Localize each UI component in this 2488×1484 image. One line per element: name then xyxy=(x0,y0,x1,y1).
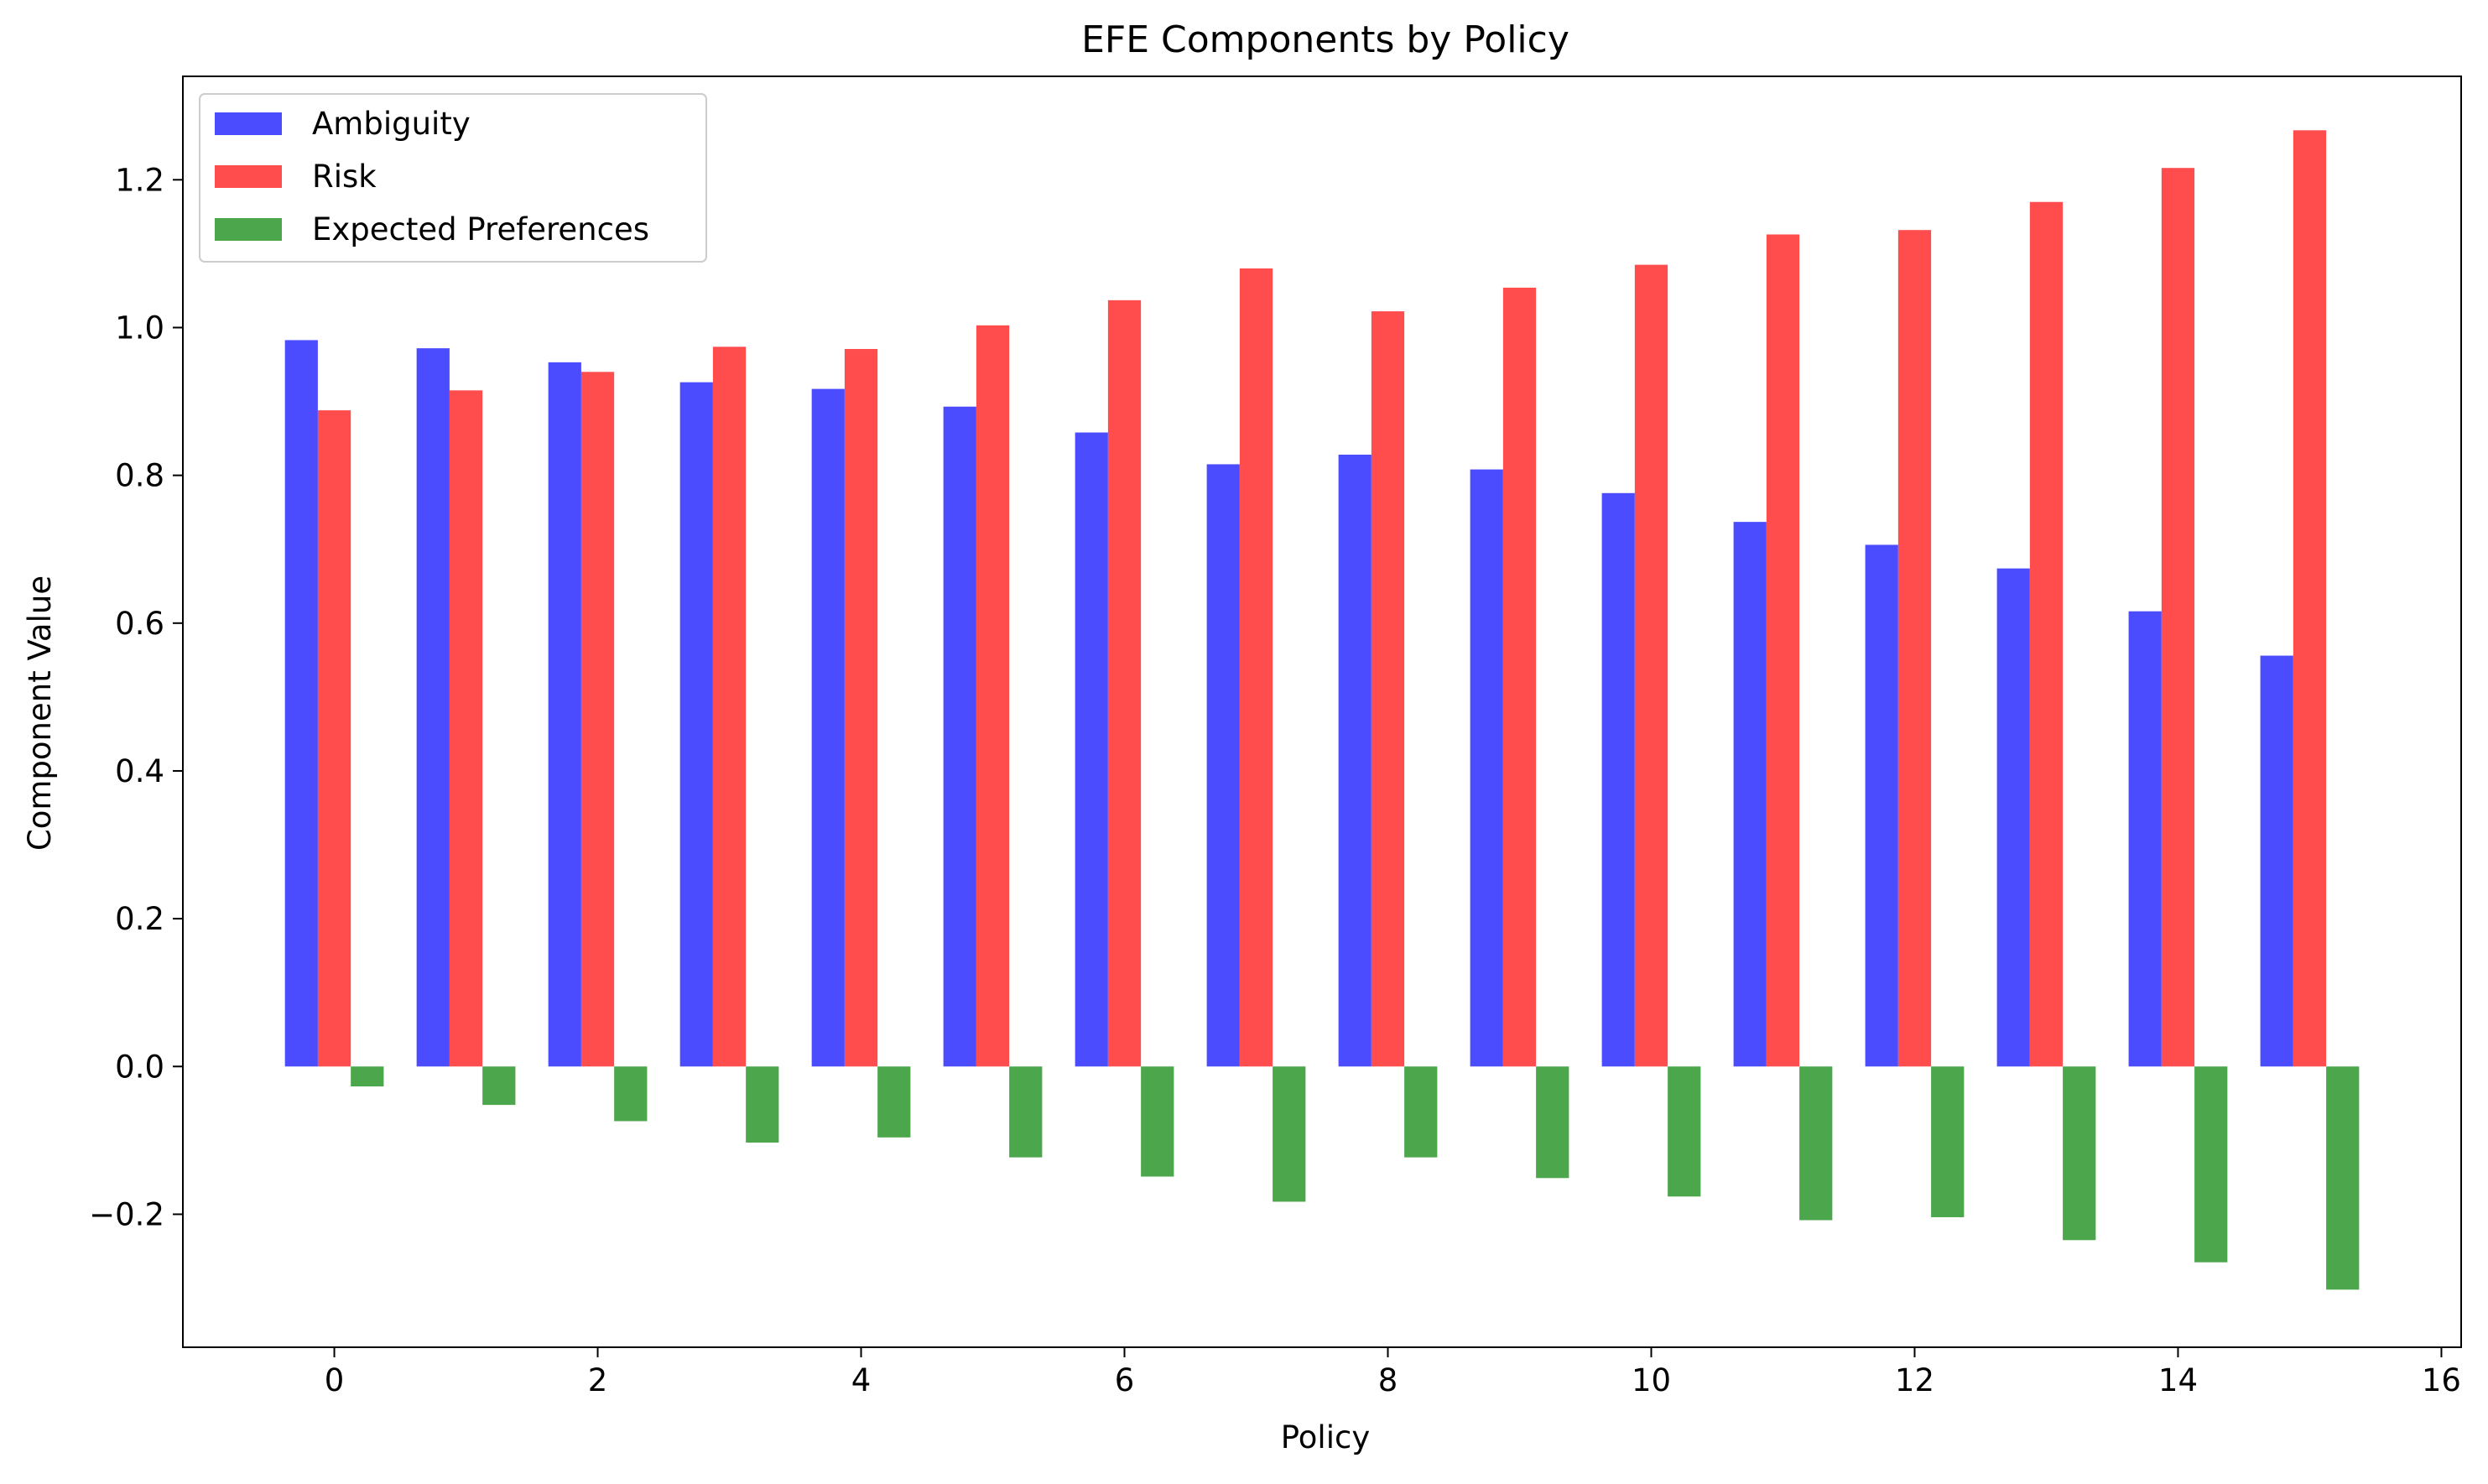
x-tick-label: 2 xyxy=(588,1362,608,1398)
x-tick-label: 14 xyxy=(2158,1362,2198,1398)
bar-risk-1 xyxy=(449,390,483,1067)
bar-risk-6 xyxy=(1107,299,1142,1067)
x-tick-label: 4 xyxy=(851,1362,872,1398)
bar-ambiguity-15 xyxy=(2260,655,2293,1067)
y-tick-label: 0.0 xyxy=(115,1049,164,1085)
bar-expected-preferences-7 xyxy=(1273,1066,1306,1202)
bar-expected-preferences-2 xyxy=(614,1066,648,1122)
bar-expected-preferences-8 xyxy=(1404,1066,1438,1158)
bar-ambiguity-4 xyxy=(811,388,845,1067)
x-axis-label: Policy xyxy=(1281,1419,1370,1455)
y-tick-label: 0.2 xyxy=(115,901,164,937)
legend-swatch-expected-preferences xyxy=(215,218,282,241)
bar-ambiguity-8 xyxy=(1338,454,1372,1067)
x-tick-label: 8 xyxy=(1378,1362,1398,1398)
y-tick-label: 0.6 xyxy=(115,606,164,642)
bar-ambiguity-0 xyxy=(284,340,318,1067)
legend-label-ambiguity: Ambiguity xyxy=(312,106,471,142)
bar-ambiguity-14 xyxy=(2128,611,2162,1067)
bar-ambiguity-10 xyxy=(1601,492,1635,1067)
bar-risk-13 xyxy=(2029,201,2064,1067)
y-axis-label: Component Value xyxy=(22,575,58,851)
legend-swatch-risk xyxy=(215,165,282,188)
bar-risk-15 xyxy=(2293,130,2327,1067)
bar-ambiguity-13 xyxy=(1996,568,2030,1067)
bar-expected-preferences-10 xyxy=(1668,1066,1701,1197)
bar-expected-preferences-11 xyxy=(1799,1066,1833,1221)
bar-expected-preferences-15 xyxy=(2326,1066,2360,1290)
bar-ambiguity-7 xyxy=(1206,464,1240,1067)
x-tick-label: 6 xyxy=(1115,1362,1135,1398)
bar-expected-preferences-0 xyxy=(351,1066,384,1087)
bar-expected-preferences-5 xyxy=(1009,1066,1043,1158)
bar-ambiguity-1 xyxy=(416,348,450,1067)
y-tick-label: −0.2 xyxy=(89,1196,164,1232)
bar-expected-preferences-3 xyxy=(746,1066,779,1143)
y-tick-label: 0.4 xyxy=(115,753,164,789)
axes-layer: 0 2 4 6 8 10 12 14 16 −0.2 0.0 0.2 0.4 0.6 0.8 1.0 1.2 xyxy=(89,76,2462,1398)
legend-frame xyxy=(199,93,707,263)
legend-swatch-ambiguity xyxy=(215,112,282,135)
bar-ambiguity-9 xyxy=(1470,469,1503,1067)
bar-ambiguity-11 xyxy=(1733,522,1767,1067)
bar-expected-preferences-12 xyxy=(1931,1066,1965,1217)
chart-title: EFE Components by Policy xyxy=(1081,18,1569,61)
legend-label-expected-preferences: Expected Preferences xyxy=(312,211,649,247)
bar-risk-12 xyxy=(1897,230,1932,1067)
legend: Ambiguity Risk Expected Preferences xyxy=(199,93,707,263)
bar-risk-9 xyxy=(1502,287,1537,1067)
plot-frame xyxy=(182,76,2462,1348)
bar-risk-11 xyxy=(1766,234,1800,1067)
x-tick-label: 10 xyxy=(1632,1362,1671,1398)
bar-expected-preferences-13 xyxy=(2063,1066,2096,1241)
bar-ambiguity-3 xyxy=(679,382,713,1067)
bar-risk-0 xyxy=(317,410,351,1067)
x-tick-label: 0 xyxy=(325,1362,345,1398)
bar-risk-3 xyxy=(712,346,747,1067)
y-tick-label: 0.8 xyxy=(115,458,164,494)
bar-ambiguity-6 xyxy=(1075,432,1108,1067)
bars-layer xyxy=(284,130,2360,1290)
bar-expected-preferences-4 xyxy=(877,1066,911,1138)
y-tick-label: 1.0 xyxy=(115,310,164,346)
bar-risk-7 xyxy=(1239,268,1273,1067)
bar-expected-preferences-14 xyxy=(2194,1066,2228,1263)
bar-ambiguity-5 xyxy=(943,406,976,1067)
bar-risk-8 xyxy=(1371,311,1405,1067)
legend-label-risk: Risk xyxy=(312,159,377,195)
bar-expected-preferences-6 xyxy=(1141,1066,1174,1177)
x-tick-label: 12 xyxy=(1895,1362,1934,1398)
bar-expected-preferences-9 xyxy=(1536,1066,1569,1179)
y-tick-label: 1.2 xyxy=(115,162,164,198)
bar-risk-4 xyxy=(844,349,878,1067)
bar-risk-2 xyxy=(580,372,615,1067)
x-tick-label: 16 xyxy=(2422,1362,2461,1398)
bar-risk-14 xyxy=(2161,168,2195,1067)
bar-ambiguity-2 xyxy=(548,362,581,1067)
bar-risk-5 xyxy=(976,325,1010,1067)
bar-risk-10 xyxy=(1634,264,1668,1067)
bar-expected-preferences-1 xyxy=(482,1066,516,1106)
bar-ambiguity-12 xyxy=(1865,544,1898,1067)
